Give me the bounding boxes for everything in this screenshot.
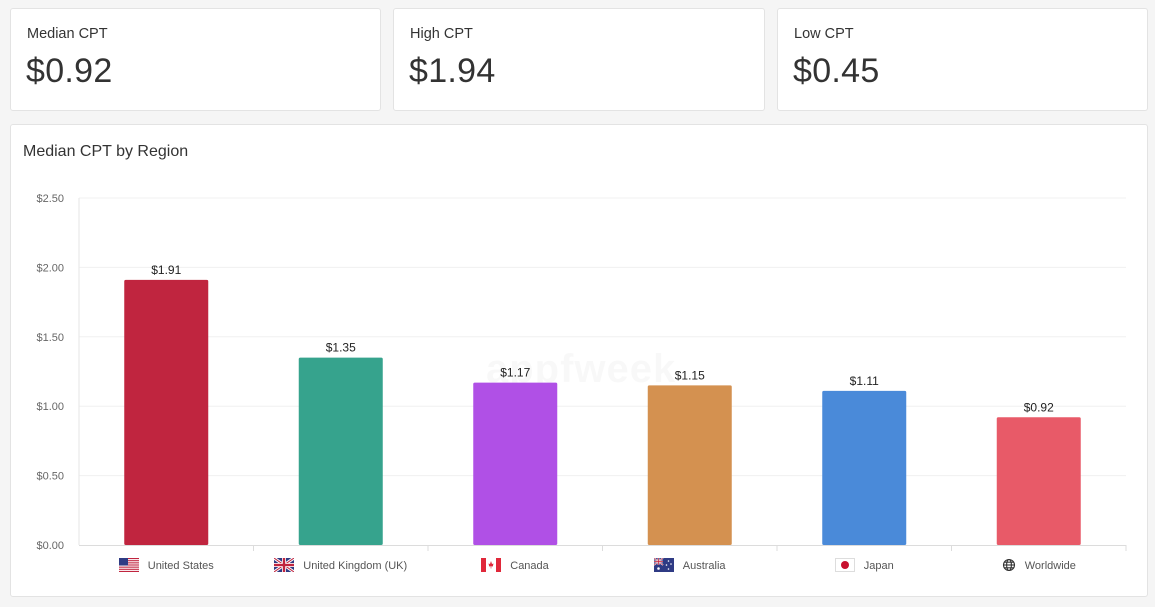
legend-label: United States	[147, 560, 214, 572]
bar	[298, 357, 383, 545]
bar	[647, 385, 732, 545]
japan-flag-icon	[834, 557, 855, 575]
legend-label: United Kingdom (UK)	[303, 560, 408, 572]
low-cpt-card: Low CPT $0.45	[777, 8, 1148, 111]
legend-label: Worldwide	[1024, 560, 1076, 572]
y-tick-label: $0.00	[36, 540, 64, 552]
uk-flag-icon	[273, 556, 296, 575]
chart-title: Median CPT by Region	[23, 143, 189, 160]
legend-item: Japan	[834, 557, 894, 575]
median-cpt-label: Median CPT	[27, 26, 108, 42]
legend-item: United States	[118, 557, 214, 575]
median-cpt-value: $0.92	[26, 52, 113, 90]
high-cpt-value: $1.94	[409, 52, 496, 90]
y-tick-label: $1.00	[36, 401, 64, 413]
legend-item: United Kingdom (UK)	[273, 556, 408, 575]
data-label: $1.35	[326, 341, 356, 355]
australia-flag-icon	[653, 556, 674, 575]
median-cpt-card: Median CPT $0.92	[10, 8, 381, 111]
y-tick-label: $2.50	[36, 193, 64, 205]
legend-item: Canada	[481, 557, 549, 575]
y-tick-label: $1.50	[36, 332, 64, 344]
y-tick-label: $0.50	[36, 471, 64, 483]
data-label: $0.92	[1024, 400, 1054, 414]
globe-icon	[1002, 558, 1016, 575]
canada-flag-icon	[481, 557, 502, 575]
legend-item: Australia	[653, 556, 726, 575]
legend-label: Japan	[863, 560, 894, 572]
bar-chart: $0.00 $0.50 $1.00 $1.50 $2.00 $2.50 $1.91 $1.35…	[36, 193, 1127, 552]
data-label: $1.17	[500, 366, 530, 380]
bar	[822, 390, 907, 545]
low-cpt-label: Low CPT	[794, 26, 854, 42]
low-cpt-value: $0.45	[793, 52, 880, 90]
data-label: $1.91	[151, 263, 181, 277]
legend-item: Worldwide	[1002, 558, 1076, 574]
data-label: $1.11	[850, 374, 879, 388]
legend-label: Canada	[510, 560, 549, 572]
y-tick-label: $2.00	[36, 262, 64, 274]
high-cpt-label: High CPT	[410, 26, 473, 42]
bar	[996, 417, 1081, 545]
legend-label: Australia	[682, 560, 726, 572]
us-flag-icon	[118, 557, 139, 575]
high-cpt-card: High CPT $1.94	[393, 8, 765, 111]
data-label: $1.15	[675, 368, 705, 382]
chart-card: Median CPT by Region appfweek $0.00$0.50…	[10, 124, 1148, 597]
bar	[124, 279, 209, 545]
bar	[473, 382, 558, 545]
